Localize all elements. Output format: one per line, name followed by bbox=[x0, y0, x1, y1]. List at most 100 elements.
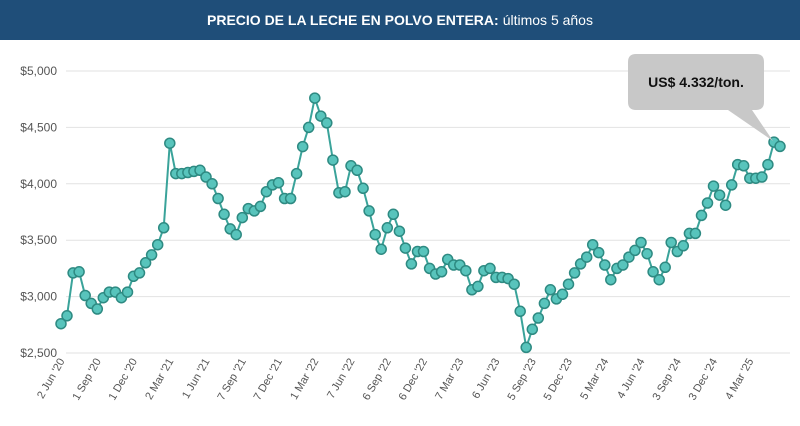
data-point bbox=[121, 286, 134, 298]
data-point bbox=[405, 258, 418, 270]
data-point bbox=[725, 179, 738, 191]
data-point bbox=[629, 244, 641, 257]
data-point bbox=[375, 243, 387, 255]
chart-title-main: PRECIO DE LA LECHE EN POLVO ENTERA: bbox=[207, 12, 499, 28]
x-tick-label: 5 Dec '23 bbox=[542, 357, 575, 403]
data-point bbox=[296, 140, 309, 153]
x-tick-label: 7 Sep '21 bbox=[215, 357, 248, 403]
data-point bbox=[526, 323, 539, 336]
data-point bbox=[762, 158, 774, 171]
grid-lines bbox=[66, 70, 790, 354]
callout-bubble bbox=[628, 54, 773, 141]
data-point bbox=[399, 242, 412, 254]
data-point bbox=[617, 259, 629, 271]
chart-title-sub: últimos 5 años bbox=[502, 12, 593, 28]
data-point bbox=[472, 280, 484, 293]
data-point bbox=[556, 288, 569, 301]
data-point bbox=[339, 185, 351, 198]
data-point bbox=[544, 284, 557, 296]
x-tick-label: 3 Sep '24 bbox=[650, 357, 683, 403]
data-point bbox=[568, 267, 581, 279]
x-tick-label: 1 Mar '22 bbox=[288, 357, 321, 402]
x-tick-label: 1 Sep '20 bbox=[70, 357, 103, 403]
x-tick-label: 6 Jun '23 bbox=[470, 357, 503, 401]
data-point bbox=[707, 180, 720, 192]
data-point bbox=[774, 140, 786, 153]
data-point bbox=[665, 236, 677, 249]
y-tick-label: $3,500 bbox=[20, 233, 57, 247]
x-tick-label: 7 Jun '22 bbox=[325, 357, 358, 401]
data-point bbox=[387, 208, 400, 221]
x-tick-label: 2 Mar '21 bbox=[143, 357, 176, 402]
data-point bbox=[212, 192, 224, 205]
y-tick-label: $3,000 bbox=[20, 290, 57, 304]
x-tick-label: 1 Dec '20 bbox=[107, 357, 140, 403]
x-tick-label: 5 Sep '23 bbox=[505, 357, 538, 403]
x-tick-label: 6 Sep '22 bbox=[360, 357, 393, 403]
data-point bbox=[164, 137, 176, 149]
x-tick-label: 1 Jun '21 bbox=[180, 357, 213, 401]
x-tick-label: 2 Jun '20 bbox=[35, 357, 68, 401]
data-point bbox=[737, 160, 750, 172]
data-point bbox=[659, 261, 671, 274]
x-tick-label: 7 Mar '23 bbox=[433, 357, 466, 402]
data-point bbox=[520, 341, 532, 354]
data-point bbox=[218, 208, 230, 221]
data-point bbox=[302, 121, 315, 134]
y-tick-label: $2,500 bbox=[20, 346, 57, 360]
data-point bbox=[647, 266, 659, 278]
price-line-chart: $2,500 $3,000 $3,500 $4,000 $4,500 $5,000 2 J… bbox=[20, 54, 790, 403]
price-series-markers bbox=[55, 92, 786, 354]
data-point bbox=[236, 211, 249, 224]
price-series-line bbox=[60, 94, 781, 348]
data-point bbox=[508, 278, 520, 290]
x-tick-label: 4 Jun '24 bbox=[615, 357, 648, 401]
data-point bbox=[363, 205, 375, 217]
data-point bbox=[357, 182, 369, 195]
data-point bbox=[641, 247, 653, 260]
chart-title-bar: PRECIO DE LA LECHE EN POLVO ENTERA: últi… bbox=[0, 0, 800, 40]
x-tick-label: 3 Dec '24 bbox=[687, 357, 720, 403]
y-axis-ticks: $2,500 $3,000 $3,500 $4,000 $4,500 $5,000 bbox=[20, 64, 57, 360]
data-point bbox=[719, 199, 732, 211]
data-point bbox=[369, 228, 381, 241]
data-point bbox=[321, 117, 333, 129]
data-point bbox=[381, 222, 394, 234]
data-point bbox=[417, 245, 430, 258]
data-point bbox=[586, 238, 599, 251]
data-point bbox=[206, 178, 218, 190]
data-point bbox=[290, 167, 303, 180]
data-point bbox=[55, 317, 67, 330]
data-point bbox=[73, 266, 85, 278]
data-point bbox=[133, 267, 146, 279]
data-point bbox=[327, 154, 339, 166]
data-point bbox=[635, 236, 647, 249]
data-point bbox=[79, 289, 91, 302]
data-point bbox=[91, 303, 104, 315]
y-tick-label: $4,000 bbox=[20, 177, 57, 191]
data-point bbox=[580, 251, 593, 263]
data-point bbox=[151, 238, 164, 251]
y-tick-label: $5,000 bbox=[20, 64, 57, 78]
data-point bbox=[61, 310, 73, 322]
x-tick-label: 4 Mar '25 bbox=[723, 357, 756, 402]
data-point bbox=[139, 257, 152, 269]
x-tick-label: 7 Dec '21 bbox=[252, 357, 285, 403]
data-point bbox=[756, 171, 768, 183]
data-point bbox=[677, 240, 690, 252]
data-point bbox=[689, 227, 702, 240]
data-point bbox=[592, 246, 605, 259]
data-point bbox=[230, 228, 242, 241]
data-point bbox=[460, 264, 472, 277]
x-axis-ticks: 2 Jun '20 1 Sep '20 1 Dec '20 2 Mar '21 1 Ju… bbox=[35, 357, 756, 403]
data-point bbox=[538, 297, 551, 310]
data-point bbox=[484, 262, 496, 275]
data-point bbox=[309, 92, 321, 104]
data-point bbox=[145, 249, 158, 261]
data-point bbox=[284, 192, 297, 205]
data-point bbox=[532, 312, 545, 324]
data-point bbox=[393, 225, 406, 237]
y-tick-label: $4,500 bbox=[20, 120, 57, 134]
data-point bbox=[514, 305, 526, 318]
data-point bbox=[254, 200, 267, 213]
